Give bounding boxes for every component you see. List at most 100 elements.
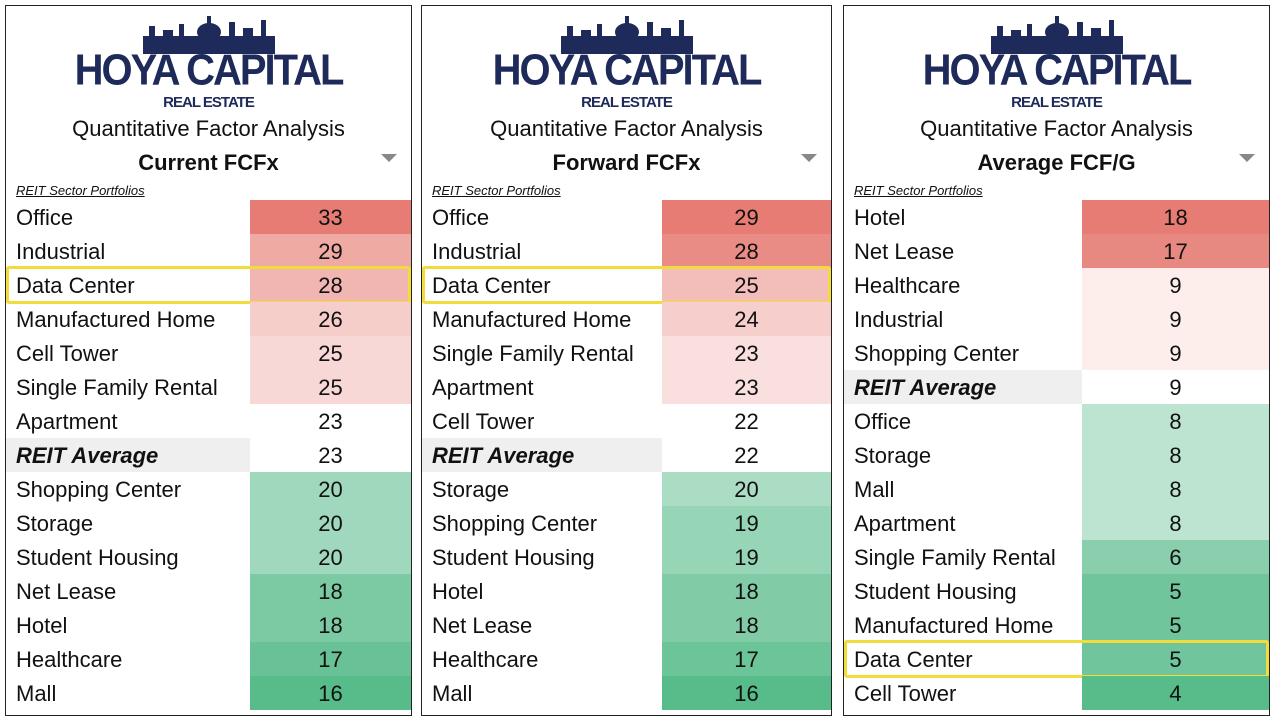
row-name: REIT Average [6,438,250,472]
row-value: 5 [1082,574,1269,608]
panel-subtitle: Current FCFx [138,150,279,175]
row-name: Office [16,205,74,230]
row-name: Data Center [432,273,551,298]
panel: HOYA CAPITAL REAL ESTATE Quantitative Fact… [421,5,832,716]
row-name: Data Center [854,647,973,672]
logo-text: HOYA CAPITAL [492,45,763,95]
row-name: Student Housing [854,579,1017,604]
logo-skyline [560,16,693,54]
panel-title: Quantitative Factor Analysis [72,116,345,141]
row-value: 9 [1082,370,1269,404]
row-name: Net Lease [432,613,533,638]
row-value: 8 [1082,506,1269,540]
row-value: 18 [250,608,411,642]
row-name: Storage [854,443,932,468]
row-name: Single Family Rental [432,341,634,366]
row-value: 6 [1082,540,1269,574]
row-name: Manufactured Home [16,307,216,332]
row-name: Healthcare [432,647,539,672]
row-name: Mall [432,681,473,706]
panel: HOYA CAPITAL REAL ESTATE Quantitative Fact… [5,5,412,716]
row-value: 25 [250,370,411,404]
panel: HOYA CAPITAL REAL ESTATE Quantitative Fact… [843,5,1270,716]
row-value: 20 [250,506,411,540]
row-name: Manufactured Home [432,307,632,332]
row-name: REIT Average [844,370,1082,404]
row-value: 17 [250,642,411,676]
row-name: Office [854,409,912,434]
row-value: 29 [250,234,411,268]
row-value: 25 [250,336,411,370]
row-value: 33 [250,200,411,234]
row-name: Single Family Rental [854,545,1056,570]
logo-subtext: REAL ESTATE [1011,94,1103,111]
row-name: Student Housing [432,545,595,570]
row-name: Student Housing [16,545,179,570]
row-value: 8 [1082,438,1269,472]
row-value: 8 [1082,472,1269,506]
row-value: 9 [1082,302,1269,336]
row-value: 16 [662,676,831,710]
row-value: 18 [250,574,411,608]
logo-text: HOYA CAPITAL [74,45,345,95]
row-value: 4 [1082,676,1269,710]
row-name: Net Lease [16,579,117,604]
logo-subtext: REAL ESTATE [581,94,673,111]
highlight-box [422,266,831,304]
row-value: 28 [250,268,411,302]
row-value: 5 [1082,642,1269,676]
row-value: 20 [662,472,831,506]
row-name: Office [432,205,490,230]
row-name: Apartment [432,375,534,400]
row-name: Mall [854,477,895,502]
logo-skyline [990,16,1123,54]
row-name: Storage [16,511,94,536]
panel-subtitle: Average FCF/G [977,150,1136,175]
row-value: 24 [662,302,831,336]
highlight-box [844,640,1269,678]
row-value: 5 [1082,608,1269,642]
row-name: Net Lease [854,239,955,264]
row-value: 9 [1082,268,1269,302]
row-name: Manufactured Home [854,613,1054,638]
row-value: 19 [662,540,831,574]
row-value: 20 [250,472,411,506]
highlight-box [6,266,411,304]
row-name: Shopping Center [16,477,182,502]
dropdown-arrow[interactable] [381,154,397,162]
section-label: REIT Sector Portfolios [432,183,561,198]
row-name: Healthcare [16,647,123,672]
dropdown-arrow[interactable] [801,154,817,162]
row-name: Hotel [432,579,484,604]
row-name: Apartment [16,409,118,434]
dropdown-arrow[interactable] [1239,154,1255,162]
row-value: 26 [250,302,411,336]
row-value: 18 [662,608,831,642]
panel-title: Quantitative Factor Analysis [490,116,763,141]
row-name: Cell Tower [854,681,957,706]
row-value: 9 [1082,336,1269,370]
row-name: Single Family Rental [16,375,218,400]
row-name: REIT Average [422,438,662,472]
row-name: Data Center [16,273,135,298]
row-value: 18 [1082,200,1269,234]
row-value: 17 [662,642,831,676]
row-value: 23 [662,370,831,404]
row-name: Industrial [854,307,944,332]
row-value: 19 [662,506,831,540]
row-name: Industrial [432,239,522,264]
row-name: Cell Tower [16,341,119,366]
row-value: 25 [662,268,831,302]
row-value: 8 [1082,404,1269,438]
row-name: Cell Tower [432,409,535,434]
row-name: Hotel [16,613,68,638]
row-name: Mall [16,681,57,706]
row-value: 22 [662,404,831,438]
row-name: Apartment [854,511,956,536]
row-value: 17 [1082,234,1269,268]
row-value: 20 [250,540,411,574]
row-value: 22 [662,438,831,472]
row-value: 28 [662,234,831,268]
panel-subtitle: Forward FCFx [552,150,701,175]
